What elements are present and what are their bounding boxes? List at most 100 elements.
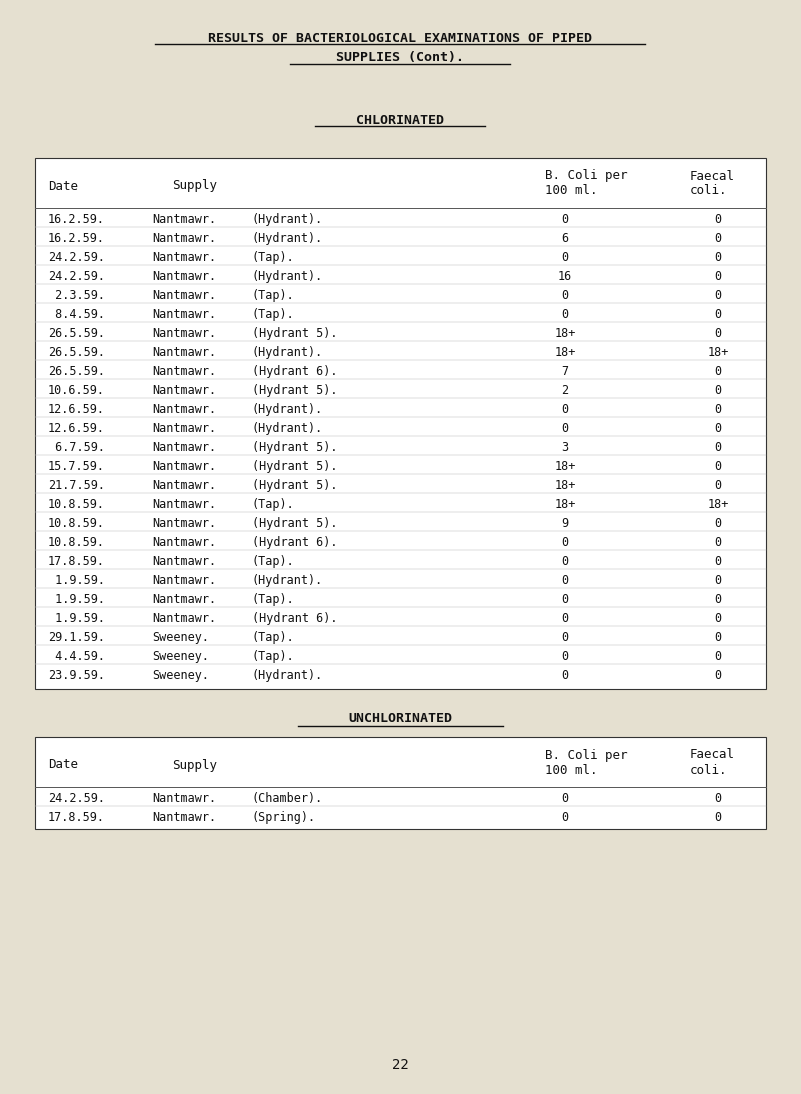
Text: Nantmawr.: Nantmawr. [152, 213, 216, 226]
Text: 0: 0 [562, 593, 569, 606]
Text: 24.2.59.: 24.2.59. [48, 270, 105, 283]
Text: 22: 22 [392, 1058, 409, 1072]
Text: 0: 0 [714, 631, 722, 644]
Text: 0: 0 [562, 251, 569, 264]
Text: (Hydrant 5).: (Hydrant 5). [252, 441, 337, 454]
Text: 0: 0 [562, 612, 569, 625]
Text: (Tap).: (Tap). [252, 251, 295, 264]
Text: 6: 6 [562, 232, 569, 245]
Text: (Hydrant).: (Hydrant). [252, 232, 324, 245]
Text: Date: Date [48, 758, 78, 771]
Text: 21.7.59.: 21.7.59. [48, 479, 105, 492]
Text: (Hydrant).: (Hydrant). [252, 422, 324, 435]
Text: Supply: Supply [172, 758, 217, 771]
Text: 0: 0 [562, 574, 569, 587]
Text: 18+: 18+ [554, 479, 576, 492]
Text: (Hydrant).: (Hydrant). [252, 270, 324, 283]
Text: 18+: 18+ [554, 459, 576, 473]
Text: 4.4.59.: 4.4.59. [48, 650, 105, 663]
Text: Nantmawr.: Nantmawr. [152, 792, 216, 805]
Text: (Hydrant).: (Hydrant). [252, 213, 324, 226]
Text: 0: 0 [714, 593, 722, 606]
Text: 2.3.59.: 2.3.59. [48, 289, 105, 302]
Text: Nantmawr.: Nantmawr. [152, 811, 216, 824]
Text: 10.6.59.: 10.6.59. [48, 384, 105, 397]
Text: Nantmawr.: Nantmawr. [152, 289, 216, 302]
Text: (Hydrant 6).: (Hydrant 6). [252, 365, 337, 379]
Text: 15.7.59.: 15.7.59. [48, 459, 105, 473]
Text: 0: 0 [562, 555, 569, 568]
Text: 0: 0 [714, 251, 722, 264]
Text: 0: 0 [562, 403, 569, 416]
Text: Nantmawr.: Nantmawr. [152, 384, 216, 397]
Text: Sweeney.: Sweeney. [152, 670, 209, 682]
Text: (Hydrant 6).: (Hydrant 6). [252, 536, 337, 549]
Text: 24.2.59.: 24.2.59. [48, 792, 105, 805]
Text: (Tap).: (Tap). [252, 593, 295, 606]
Text: (Hydrant 6).: (Hydrant 6). [252, 612, 337, 625]
Text: 1.9.59.: 1.9.59. [48, 574, 105, 587]
Text: 0: 0 [714, 403, 722, 416]
Text: (Tap).: (Tap). [252, 309, 295, 321]
Text: Nantmawr.: Nantmawr. [152, 422, 216, 435]
Text: Nantmawr.: Nantmawr. [152, 536, 216, 549]
Text: Nantmawr.: Nantmawr. [152, 327, 216, 340]
Text: 0: 0 [714, 670, 722, 682]
Text: coli.: coli. [690, 764, 727, 777]
Text: coli.: coli. [690, 185, 727, 198]
Text: (Hydrant 5).: (Hydrant 5). [252, 517, 337, 529]
Text: (Chamber).: (Chamber). [252, 792, 324, 805]
Text: (Hydrant).: (Hydrant). [252, 574, 324, 587]
Text: 0: 0 [714, 459, 722, 473]
Text: 0: 0 [562, 422, 569, 435]
Text: 0: 0 [562, 213, 569, 226]
Text: 12.6.59.: 12.6.59. [48, 403, 105, 416]
Text: 17.8.59.: 17.8.59. [48, 555, 105, 568]
Text: Sweeney.: Sweeney. [152, 631, 209, 644]
Text: 24.2.59.: 24.2.59. [48, 251, 105, 264]
Text: 0: 0 [714, 536, 722, 549]
Bar [35, 158, 766, 689]
Text: Nantmawr.: Nantmawr. [152, 346, 216, 359]
Text: (Hydrant).: (Hydrant). [252, 670, 324, 682]
Text: Nantmawr.: Nantmawr. [152, 612, 216, 625]
Text: 0: 0 [714, 612, 722, 625]
Text: 0: 0 [714, 574, 722, 587]
Text: 0: 0 [714, 213, 722, 226]
Text: 6.7.59.: 6.7.59. [48, 441, 105, 454]
Text: 0: 0 [714, 309, 722, 321]
Text: 10.8.59.: 10.8.59. [48, 498, 105, 511]
Text: 26.5.59.: 26.5.59. [48, 327, 105, 340]
Text: 0: 0 [714, 479, 722, 492]
Text: 1.9.59.: 1.9.59. [48, 593, 105, 606]
Text: 0: 0 [714, 650, 722, 663]
Text: 12.6.59.: 12.6.59. [48, 422, 105, 435]
Text: Nantmawr.: Nantmawr. [152, 555, 216, 568]
Text: RESULTS OF BACTERIOLOGICAL EXAMINATIONS OF PIPED: RESULTS OF BACTERIOLOGICAL EXAMINATIONS … [208, 32, 592, 45]
Text: 7: 7 [562, 365, 569, 379]
Text: (Tap).: (Tap). [252, 555, 295, 568]
Text: Nantmawr.: Nantmawr. [152, 365, 216, 379]
Text: (Tap).: (Tap). [252, 289, 295, 302]
Text: Faecal: Faecal [690, 748, 735, 761]
Text: UNCHLORINATED: UNCHLORINATED [348, 712, 452, 725]
Text: Sweeney.: Sweeney. [152, 650, 209, 663]
Text: 0: 0 [714, 365, 722, 379]
Text: 18+: 18+ [707, 498, 729, 511]
Text: 0: 0 [562, 289, 569, 302]
Text: 16.2.59.: 16.2.59. [48, 213, 105, 226]
Text: 0: 0 [714, 270, 722, 283]
Text: Nantmawr.: Nantmawr. [152, 232, 216, 245]
Text: Nantmawr.: Nantmawr. [152, 459, 216, 473]
Text: 26.5.59.: 26.5.59. [48, 346, 105, 359]
Text: 0: 0 [714, 232, 722, 245]
Text: 0: 0 [714, 555, 722, 568]
Text: 26.5.59.: 26.5.59. [48, 365, 105, 379]
Text: (Hydrant 5).: (Hydrant 5). [252, 459, 337, 473]
Text: Nantmawr.: Nantmawr. [152, 309, 216, 321]
Text: 0: 0 [714, 422, 722, 435]
Text: 16: 16 [557, 270, 572, 283]
Text: 29.1.59.: 29.1.59. [48, 631, 105, 644]
Text: 0: 0 [562, 309, 569, 321]
Text: 0: 0 [714, 811, 722, 824]
